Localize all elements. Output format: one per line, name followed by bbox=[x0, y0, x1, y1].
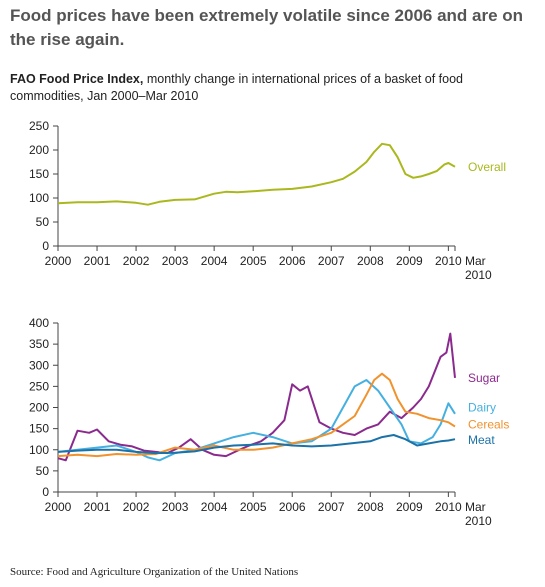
x-tick-label: 2008 bbox=[357, 254, 384, 268]
y-tick-label: 0 bbox=[42, 239, 49, 253]
series-line-cereals bbox=[57, 372, 456, 458]
y-tick-label: 200 bbox=[29, 401, 49, 415]
y-tick-label: 250 bbox=[29, 379, 49, 393]
overall-index-chart: 0 50 100 150 200 250 2000 2001 2002 2003 2004 2005 2… bbox=[29, 120, 506, 282]
y-tick-label: 50 bbox=[36, 464, 50, 478]
series-line-meat bbox=[57, 434, 456, 455]
y-tick-label: 150 bbox=[29, 167, 49, 181]
x-tick-label: 2005 bbox=[240, 254, 267, 268]
y-tick-label: 250 bbox=[29, 120, 49, 133]
y-tick-label: 100 bbox=[29, 443, 49, 457]
headline: Food prices have been extremely volatile… bbox=[10, 6, 524, 49]
x-tick-label: 2000 bbox=[45, 254, 72, 268]
component-index-chart: 0 50 100 150 200 250 300 350 400 2000 2001 2002 2003… bbox=[29, 316, 509, 528]
y-tick-label: 0 bbox=[42, 485, 49, 499]
x-tick-label: 2002 bbox=[123, 500, 150, 514]
series-label-meat: Meat bbox=[468, 433, 495, 447]
x-tick-label: 2007 bbox=[318, 254, 345, 268]
y-tick-label: 100 bbox=[29, 191, 49, 205]
x-tick-label: 2009 bbox=[396, 254, 423, 268]
series-label-dairy: Dairy bbox=[468, 401, 496, 415]
x-tick-label: 2004 bbox=[201, 500, 228, 514]
series-label-overall: Overall bbox=[468, 160, 506, 174]
y-tick-label: 400 bbox=[29, 316, 49, 330]
x-tick-label: 2004 bbox=[201, 254, 228, 268]
y-tick-label: 150 bbox=[29, 422, 49, 436]
x-tick-label: 2005 bbox=[240, 500, 267, 514]
y-tick-label: 200 bbox=[29, 143, 49, 157]
x-tick-label: 2010 bbox=[435, 254, 462, 268]
series-label-cereals: Cereals bbox=[468, 417, 509, 431]
series-label-sugar: Sugar bbox=[468, 371, 500, 385]
source-note: Source: Food and Agriculture Organizatio… bbox=[10, 566, 299, 578]
subtitle-bold: FAO Food Price Index, bbox=[10, 72, 144, 86]
series-line-overall bbox=[57, 142, 456, 206]
x-tick-label: 2000 bbox=[45, 500, 72, 514]
x-tick-label: 2007 bbox=[318, 500, 345, 514]
x-tick-label: 2006 bbox=[279, 254, 306, 268]
x-end-label: Mar bbox=[465, 500, 486, 514]
x-tick-label: 2002 bbox=[123, 254, 150, 268]
x-end-label: 2010 bbox=[465, 268, 492, 282]
x-end-label: 2010 bbox=[465, 514, 492, 528]
x-tick-label: 2010 bbox=[435, 500, 462, 514]
subtitle: FAO Food Price Index, monthly change in … bbox=[10, 71, 530, 105]
x-tick-label: 2003 bbox=[162, 500, 189, 514]
x-end-label: Mar bbox=[465, 254, 486, 268]
x-tick-label: 2009 bbox=[396, 500, 423, 514]
series-line-sugar bbox=[57, 332, 456, 462]
x-tick-label: 2003 bbox=[162, 254, 189, 268]
x-tick-label: 2001 bbox=[84, 254, 111, 268]
y-tick-label: 50 bbox=[36, 215, 50, 229]
y-tick-label: 300 bbox=[29, 358, 49, 372]
y-tick-label: 350 bbox=[29, 337, 49, 351]
x-tick-label: 2008 bbox=[357, 500, 384, 514]
subtitle-rest: monthly change in international prices o… bbox=[10, 72, 464, 103]
x-tick-label: 2006 bbox=[279, 500, 306, 514]
x-tick-label: 2001 bbox=[84, 500, 111, 514]
